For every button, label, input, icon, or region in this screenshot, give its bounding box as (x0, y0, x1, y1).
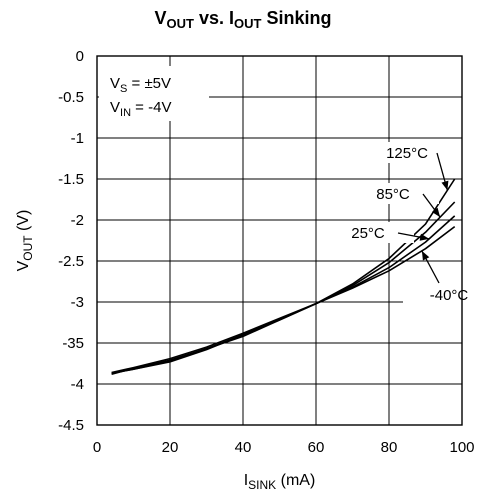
series-lines (111, 178, 456, 375)
series-line (111, 178, 456, 375)
y-tick-label: -3 (71, 294, 84, 311)
conditions-box (99, 66, 209, 121)
chart-title: VOUT vs. IOUT Sinking (155, 8, 332, 31)
y-tick-label: -4 (71, 376, 84, 393)
series-label-bg (403, 284, 487, 305)
y-tick-label: -2 (71, 212, 84, 229)
tick-labels: 0 20 40 60 80 100 0 -0.5 -1 -1.5 -2 -2.5 -3 -35 -4 -4.5 (58, 48, 474, 456)
y-tick-label: -35 (62, 335, 84, 352)
series-label-bg (361, 142, 453, 163)
x-tick-label: 100 (449, 439, 474, 456)
x-tick-label: 40 (235, 439, 252, 456)
y-tick-label: -0.5 (58, 89, 84, 106)
x-axis-label: ISINK (mA) (244, 472, 316, 492)
series-label-arrowhead (441, 180, 449, 191)
series-label: -40°C (430, 287, 469, 304)
series-label: 85°C (376, 186, 410, 203)
series-label-arrowhead (419, 233, 430, 241)
x-tick-label: 20 (162, 439, 179, 456)
series-label-bg (347, 183, 439, 204)
plot-frame (96, 55, 463, 426)
series-annotations: 125°C 85°C 25°C -40°C (322, 142, 487, 305)
y-tick-label: -4.5 (58, 417, 84, 434)
x-tick-label: 60 (308, 439, 325, 456)
series-line (111, 225, 456, 375)
y-tick-label: -1 (71, 130, 84, 147)
series-line (111, 215, 456, 374)
condition-vin: VIN = -4V (110, 99, 171, 119)
x-tick-label: 0 (93, 439, 101, 456)
series-label-arrowhead (421, 250, 430, 261)
series-label: 25°C (351, 225, 385, 242)
series-label: 125°C (386, 145, 428, 162)
series-label-arrowhead (431, 207, 441, 218)
y-tick-label: -1.5 (58, 171, 84, 188)
y-tick-label: -2.5 (58, 253, 84, 270)
y-axis-label: VOUT (V) (15, 210, 35, 272)
y-tick-label: 0 (76, 48, 84, 65)
x-tick-label: 80 (381, 439, 398, 456)
series-label-bg (322, 222, 414, 243)
grid (97, 56, 462, 425)
condition-vs: VS = ±5V (110, 75, 171, 95)
